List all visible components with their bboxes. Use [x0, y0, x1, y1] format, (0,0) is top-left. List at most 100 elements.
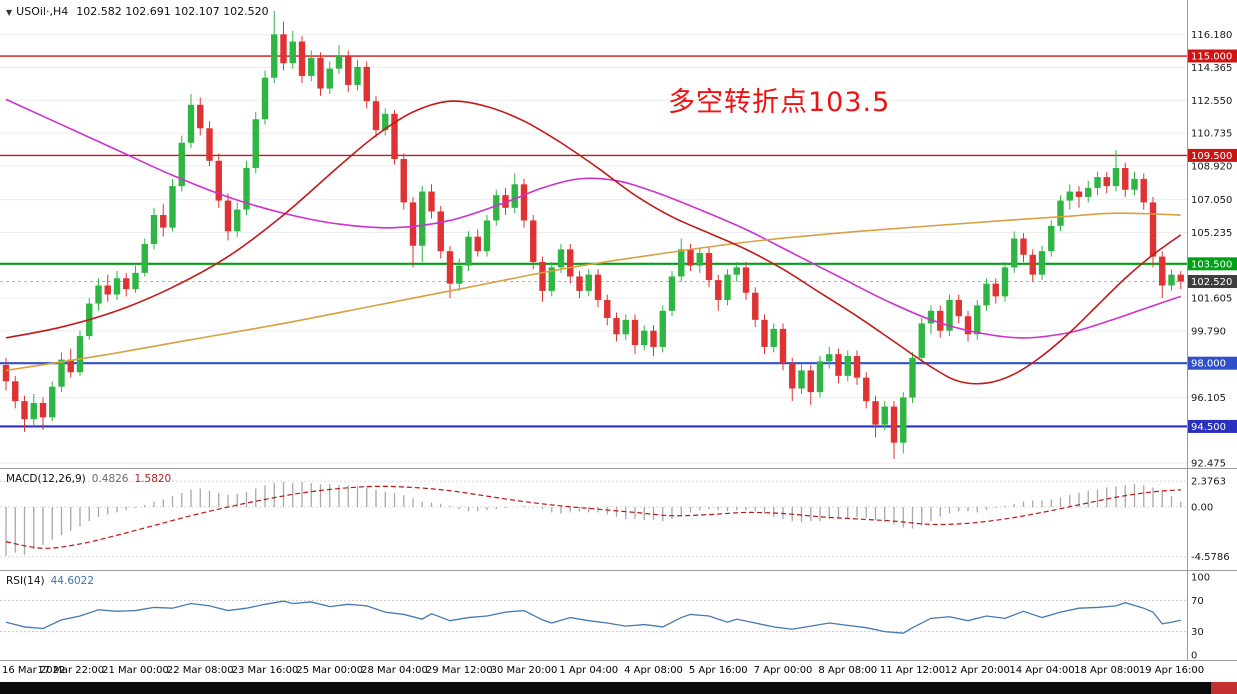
- boxed-price-label: 115.000: [1191, 52, 1232, 63]
- boxed-price-label: 98.000: [1191, 359, 1226, 370]
- rsi-panel[interactable]: 100 70 30 0: [0, 571, 1237, 660]
- candle: [1122, 168, 1129, 190]
- candle: [1020, 238, 1027, 255]
- candle: [280, 34, 287, 64]
- candle: [224, 200, 232, 232]
- candle: [511, 184, 518, 208]
- boxed-price-label: 102.520: [1191, 277, 1232, 288]
- candle: [650, 330, 657, 347]
- candle: [1029, 254, 1036, 275]
- candle: [456, 265, 463, 284]
- time-axis-label: 4 Apr 08:00: [624, 665, 683, 676]
- candle: [67, 359, 74, 373]
- candle: [345, 56, 352, 85]
- macd-axis-label: 0.00: [1191, 503, 1213, 514]
- candle: [187, 104, 195, 143]
- time-axis-label: 28 Mar 04:00: [361, 665, 428, 676]
- ma-magenta-line: [5, 98, 1182, 339]
- candle: [826, 354, 833, 362]
- candle: [474, 236, 481, 252]
- time-axis-label: 14 Apr 04:00: [1009, 665, 1075, 676]
- candle: [400, 159, 407, 203]
- rsi-line: [5, 600, 1181, 634]
- candle: [1057, 200, 1064, 226]
- candle: [604, 299, 611, 319]
- candle: [1066, 191, 1073, 201]
- candle: [548, 267, 555, 291]
- time-axis-label: 22 Mar 08:00: [166, 665, 234, 676]
- bottom-black-bar: [0, 682, 1237, 694]
- candle: [2, 365, 10, 382]
- candle: [150, 215, 158, 244]
- panel-divider: [0, 468, 1237, 469]
- time-axis[interactable]: 16 Mar 2022 17 Mar 22:00 21 Mar 00:00 22 Ma…: [0, 661, 1204, 682]
- time-axis-label: 7 Apr 00:00: [753, 665, 813, 676]
- candle: [197, 104, 204, 129]
- price-chart-panel[interactable]: 116.180 114.365 112.550 110.735 108.920 107.0…: [0, 0, 1237, 468]
- candle: [715, 280, 722, 300]
- candle: [289, 41, 296, 64]
- candle: [964, 316, 972, 335]
- price-axis-label: 107.050: [1191, 195, 1232, 206]
- candle: [169, 186, 176, 228]
- candle: [835, 354, 842, 376]
- candle: [909, 357, 916, 398]
- candle: [863, 377, 870, 402]
- candle: [215, 160, 222, 201]
- candle: [21, 401, 28, 420]
- candle: [298, 41, 306, 76]
- candle: [409, 202, 417, 246]
- candle: [946, 299, 953, 331]
- candle: [354, 66, 361, 85]
- candle: [696, 252, 703, 266]
- macd-panel[interactable]: 2.3763 0.00 -4.5786: [0, 469, 1237, 570]
- ma-orange-line: [5, 212, 1181, 372]
- candle: [252, 119, 259, 169]
- time-axis-label: 1 Apr 04:00: [559, 665, 619, 676]
- ma-red-line: [5, 100, 1182, 385]
- candle: [308, 57, 315, 76]
- candle: [1075, 191, 1083, 197]
- candle: [520, 184, 528, 221]
- candle: [419, 191, 426, 246]
- candle: [483, 220, 491, 252]
- macd-signal-line: [5, 485, 1181, 549]
- price-axis-label: 96.105: [1191, 393, 1226, 404]
- time-axis-label: 29 Mar 12:00: [425, 665, 493, 676]
- price-axis-label: 99.790: [1191, 326, 1226, 337]
- candle: [844, 355, 851, 376]
- panel-divider: [0, 570, 1237, 571]
- price-axis-label: 114.365: [1191, 63, 1232, 74]
- candle: [937, 310, 944, 331]
- candle: [178, 142, 185, 187]
- rsi-axis-label: 0: [1191, 651, 1197, 661]
- panel-divider: [0, 660, 1237, 661]
- candle: [76, 336, 84, 373]
- candle: [927, 310, 935, 324]
- time-axis-label: 11 Apr 12:00: [879, 665, 946, 676]
- price-axis-label: 116.180: [1191, 30, 1232, 41]
- time-axis-label: 8 Apr 08:00: [818, 665, 878, 676]
- boxed-price-label: 109.500: [1191, 151, 1232, 162]
- candle: [12, 381, 19, 402]
- price-axis-label: 92.475: [1191, 459, 1226, 468]
- candle: [816, 361, 824, 393]
- price-axis-label: 112.550: [1191, 96, 1232, 107]
- candle: [798, 370, 805, 389]
- time-axis-label: 23 Mar 16:00: [231, 665, 299, 676]
- candle: [594, 274, 602, 300]
- candle: [113, 278, 121, 295]
- time-axis-label: 5 Apr 16:00: [688, 665, 748, 676]
- candle: [391, 113, 398, 160]
- candle: [123, 278, 130, 290]
- candle: [622, 319, 629, 335]
- candle: [1140, 178, 1147, 203]
- candle: [724, 274, 731, 300]
- candle: [530, 220, 537, 263]
- candle: [437, 211, 444, 252]
- price-axis-label: 110.735: [1191, 129, 1232, 140]
- price-axis-label: 108.920: [1191, 161, 1232, 172]
- candle: [317, 57, 324, 89]
- candle: [1011, 238, 1018, 268]
- candle: [141, 243, 148, 273]
